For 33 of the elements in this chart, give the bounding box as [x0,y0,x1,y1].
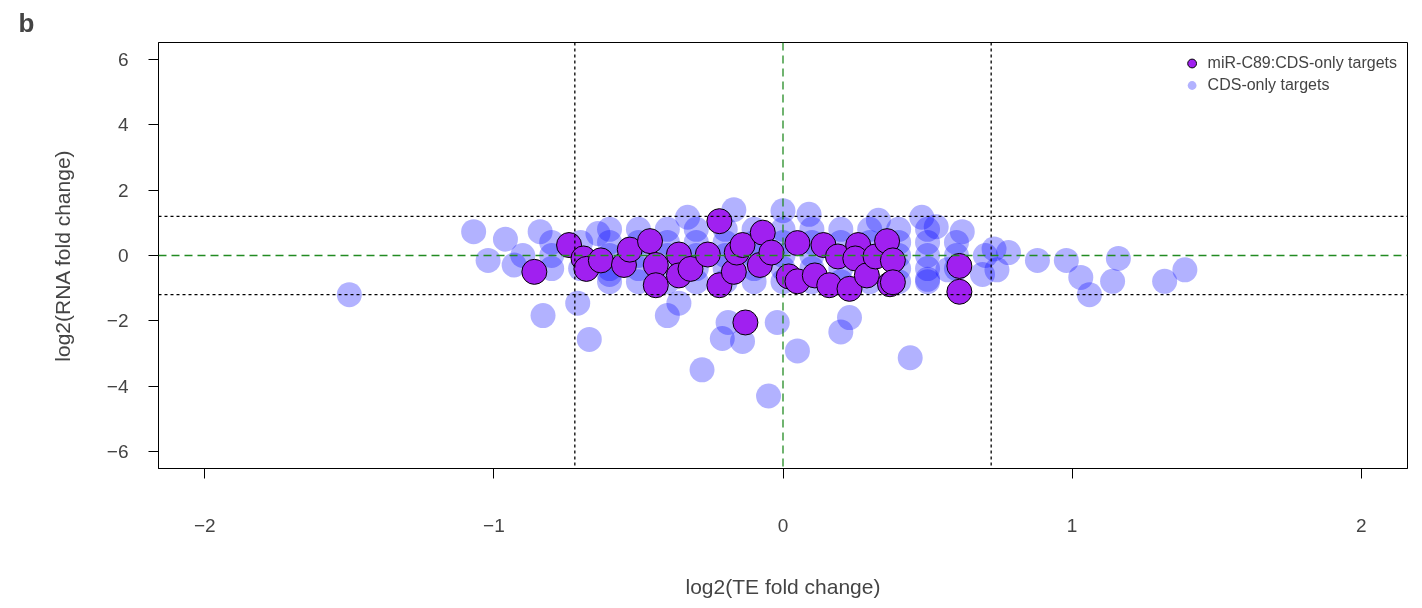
point [732,309,759,336]
y-axis-title: log2(RNA fold change) [50,150,74,362]
point [758,239,785,266]
y-tick-label: −4 [106,375,129,397]
y-tick-label: 6 [117,48,129,70]
point [616,236,643,263]
y-tick-label: −6 [106,441,129,463]
y-tick-label: 4 [117,114,129,136]
x-axis-title: log2(TE fold change) [685,574,881,598]
point [642,272,669,299]
point [784,230,811,257]
x-tick-label: −1 [483,514,505,536]
point [637,228,663,255]
point [706,208,733,235]
x-tick-label: −2 [193,514,216,536]
legend-label: miR-C89:CDS-only targets [1207,54,1397,72]
point [729,232,756,259]
text: b [18,7,35,38]
x-tick-label: 0 [777,514,789,536]
point [836,275,863,302]
legend-label: CDS-only targets [1207,76,1330,94]
y-tick-label: 2 [117,179,129,201]
point [749,219,776,246]
y-tick-label: 0 [117,245,129,266]
point [587,247,614,274]
x-tick-label: 1 [1066,514,1078,536]
point [946,278,973,305]
point [521,258,548,285]
y-tick-label: −2 [106,310,129,332]
point [694,241,721,268]
point [677,255,704,282]
x-tick-label: 2 [1355,514,1367,536]
point [946,252,973,279]
